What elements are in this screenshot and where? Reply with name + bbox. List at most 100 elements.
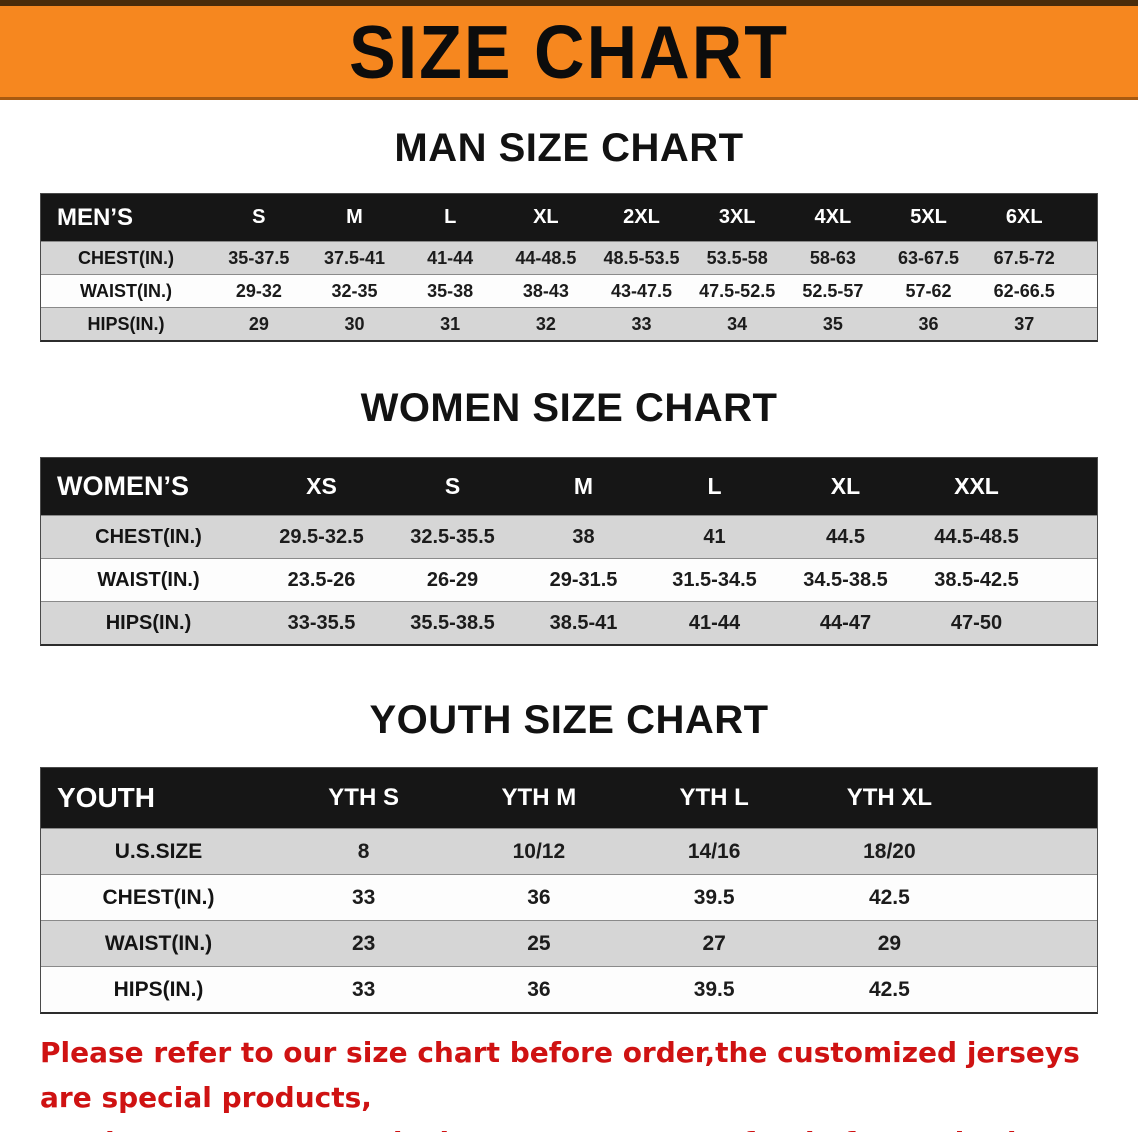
size-cell-value: 33	[351, 885, 376, 909]
size-row-label: CHEST(IN.)	[78, 247, 174, 268]
size-row-label: WAIST(IN.)	[97, 568, 200, 591]
size-cell-value: 36	[918, 313, 939, 334]
size-column-header: 4XL	[814, 206, 852, 228]
size-column-header: L	[707, 473, 722, 499]
size-cell-value: 41-44	[427, 247, 474, 268]
size-cell-value: 29.5-32.5	[279, 525, 364, 548]
size-cell-value: 42.5	[868, 885, 910, 909]
size-row-label: HIPS(IN.)	[113, 977, 204, 1001]
footer-note: Please refer to our size chart before or…	[40, 1030, 1138, 1132]
size-cell-value: 27	[702, 931, 726, 955]
size-cell-value: 32	[535, 313, 556, 334]
size-table-row: HIPS(IN.) 33 36 39.5 42.5	[41, 966, 1097, 1012]
size-table-header-row: WOMEN’S XS S M L XL XXL	[41, 458, 1097, 515]
size-cell-value: 18/20	[863, 839, 916, 863]
men-section: MAN SIZE CHART MEN’S S M L XL 2XL 3XL 4XL 5XL 6XL…	[0, 126, 1138, 342]
size-row-label: WAIST(IN.)	[104, 931, 213, 955]
size-column-header: 5XL	[910, 206, 947, 228]
size-cell-value: 43-47.5	[610, 280, 673, 301]
size-cell-value: 31	[440, 313, 461, 334]
size-column-header: 6XL	[1005, 206, 1043, 228]
size-cell-value: 39.5	[693, 977, 735, 1001]
size-column-header: L	[444, 206, 457, 228]
size-column-header: S	[252, 206, 266, 228]
size-cell-value: 38.5-41	[549, 611, 618, 634]
size-cell-value: 33	[351, 977, 376, 1001]
size-cell-value: 44-47	[819, 611, 872, 634]
size-table-row: WAIST(IN.) 23.5-26 26-29 29-31.5 31.5-34.5 34…	[41, 558, 1097, 601]
size-table-header-row: YOUTH YTH S YTH M YTH L YTH XL	[41, 768, 1097, 828]
youth-section: YOUTH SIZE CHART YOUTH YTH S YTH M YTH L YTH…	[0, 698, 1138, 1014]
size-column-header: 2XL	[623, 206, 660, 228]
size-cell-value: 36	[527, 977, 551, 1001]
size-cell-value: 37	[1014, 313, 1035, 334]
size-column-header: YTH M	[501, 784, 577, 811]
size-column-header: M	[573, 473, 594, 499]
size-cell-value: 57-62	[905, 280, 952, 301]
size-cell-value: 33-35.5	[287, 611, 356, 634]
size-cell-value: 37.5-41	[323, 247, 386, 268]
size-table-row: CHEST(IN.) 33 36 39.5 42.5	[41, 874, 1097, 920]
size-table-row: HIPS(IN.) 29 30 31 32 33 34 35 36 37	[41, 307, 1097, 340]
note-line-1: Please refer to our size chart before or…	[40, 1036, 1080, 1114]
size-cell-value: 47.5-52.5	[699, 280, 776, 301]
size-cell-value: 29	[877, 931, 902, 955]
size-cell-value: 35-38	[427, 280, 474, 301]
size-table-row: U.S.SIZE 8 10/12 14/16 18/20	[41, 828, 1097, 874]
note-line-2: we don’t accept cancel, change, teturn o…	[40, 1120, 1138, 1132]
size-cell-value: 8	[357, 839, 370, 863]
size-cell-value: 35	[822, 313, 843, 334]
size-table-row: CHEST(IN.) 35-37.5 37.5-41 41-44 44-48.5 48.5…	[41, 241, 1097, 274]
size-cell-value: 23.5-26	[287, 568, 356, 591]
size-cell-value: 36	[527, 885, 551, 909]
size-cell-value: 35.5-38.5	[410, 611, 495, 634]
size-row-label: CHEST(IN.)	[95, 525, 202, 548]
size-cell-value: 34	[727, 313, 748, 334]
size-table-corner-label: MEN’S	[57, 203, 134, 231]
size-table-row: CHEST(IN.) 29.5-32.5 32.5-35.5 38 41 44.5 44.5…	[41, 515, 1097, 558]
size-cell-value: 42.5	[868, 977, 910, 1001]
size-column-header: XL	[830, 473, 861, 499]
size-row-label: U.S.SIZE	[114, 839, 203, 863]
size-cell-value: 35-37.5	[228, 247, 290, 268]
size-column-header: M	[346, 206, 363, 228]
size-column-header: YTH S	[328, 784, 399, 811]
size-row-label: HIPS(IN.)	[87, 313, 165, 334]
size-table-row: WAIST(IN.) 23 25 27 29	[41, 920, 1097, 966]
banner: SIZE CHART	[0, 0, 1138, 100]
women-section: WOMEN SIZE CHART WOMEN’S XS S M L XL XXL CHEST(…	[0, 386, 1138, 646]
size-cell-value: 26-29	[426, 568, 479, 591]
size-table-row: WAIST(IN.) 29-32 32-35 35-38 38-43 43-47.5 47.…	[41, 274, 1097, 307]
size-cell-value: 29-31.5	[549, 568, 618, 591]
size-cell-value: 41-44	[688, 611, 741, 634]
size-cell-value: 30	[344, 313, 365, 334]
size-cell-value: 33	[631, 313, 652, 334]
women-size-table: WOMEN’S XS S M L XL XXL CHEST(IN.) 29.5-32.5 32.5…	[40, 457, 1098, 646]
size-cell-value: 29	[248, 313, 269, 334]
size-cell-value: 31.5-34.5	[672, 568, 757, 591]
size-cell-value: 38	[572, 525, 595, 548]
size-cell-value: 41	[703, 525, 726, 548]
size-column-header: XL	[533, 206, 559, 228]
size-cell-value: 52.5-57	[802, 280, 864, 301]
size-cell-value: 67.5-72	[993, 247, 1055, 268]
size-cell-value: 44-48.5	[515, 247, 577, 268]
size-cell-value: 58-63	[809, 247, 856, 268]
size-cell-value: 14/16	[687, 839, 741, 863]
size-cell-value: 29-32	[235, 280, 282, 301]
size-column-header: 3XL	[718, 206, 756, 228]
size-cell-value: 38-43	[522, 280, 569, 301]
size-column-header: S	[444, 473, 461, 499]
size-column-header: XXL	[954, 473, 999, 499]
size-cell-value: 23	[351, 931, 376, 955]
size-cell-value: 25	[527, 931, 551, 955]
men-heading: MAN SIZE CHART	[394, 126, 744, 170]
size-table-row: HIPS(IN.) 33-35.5 35.5-38.5 38.5-41 41-44 44-…	[41, 601, 1097, 644]
size-cell-value: 44.5	[826, 525, 865, 548]
size-table-header-row: MEN’S S M L XL 2XL 3XL 4XL 5XL 6XL	[41, 194, 1097, 241]
size-cell-value: 32-35	[331, 280, 378, 301]
size-table-corner-label: YOUTH	[57, 782, 155, 813]
size-row-label: CHEST(IN.)	[102, 885, 215, 909]
youth-heading: YOUTH SIZE CHART	[369, 698, 769, 742]
